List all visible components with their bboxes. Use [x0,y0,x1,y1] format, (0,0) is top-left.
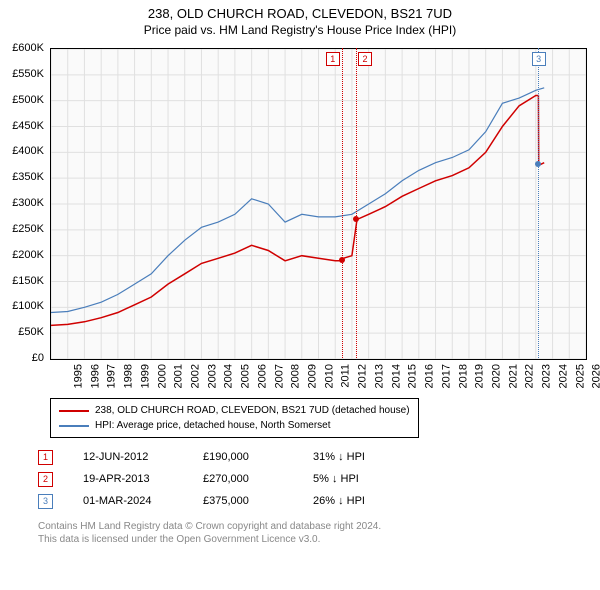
xtick-label: 2014 [390,364,402,388]
sale-row: 3 01-MAR-2024£375,00026% ↓ HPI [38,490,403,512]
xtick-label: 2002 [190,364,202,388]
ytick-label: £600K [0,42,44,54]
xtick-label: 2001 [173,364,185,388]
marker-point [339,257,345,263]
legend-row: HPI: Average price, detached house, Nort… [59,418,410,433]
xtick-label: 2003 [206,364,218,388]
xtick-label: 2013 [373,364,385,388]
legend-swatch [59,425,89,427]
marker-vline [538,48,539,358]
xtick-label: 2024 [557,364,569,388]
xtick-label: 1996 [89,364,101,388]
marker-point [535,161,541,167]
xtick-label: 2022 [524,364,536,388]
marker-vline [356,48,357,358]
series-lines [51,49,586,359]
ytick-label: £0 [0,352,44,364]
xtick-label: 2020 [490,364,502,388]
marker-point [353,216,359,222]
marker-box: 2 [358,52,372,66]
plot-area [50,48,587,360]
footer-line-2: This data is licensed under the Open Gov… [38,533,381,546]
xtick-label: 2012 [357,364,369,388]
ytick-label: £500K [0,94,44,106]
ytick-label: £250K [0,223,44,235]
xtick-label: 2023 [541,364,553,388]
xtick-label: 2006 [256,364,268,388]
legend-label: 238, OLD CHURCH ROAD, CLEVEDON, BS21 7UD… [95,403,410,418]
sale-diff: 5% ↓ HPI [313,473,403,485]
sale-index-box: 2 [38,472,53,487]
sale-diff: 31% ↓ HPI [313,451,403,463]
ytick-label: £100K [0,300,44,312]
sale-price: £270,000 [203,473,313,485]
xtick-label: 2015 [407,364,419,388]
xtick-label: 2009 [307,364,319,388]
xtick-label: 2019 [474,364,486,388]
sale-index-box: 1 [38,450,53,465]
ytick-label: £150K [0,275,44,287]
chart-container: 238, OLD CHURCH ROAD, CLEVEDON, BS21 7UD… [0,0,600,590]
xtick-label: 1999 [139,364,151,388]
xtick-label: 2026 [591,364,600,388]
sale-date: 01-MAR-2024 [83,495,203,507]
xtick-label: 2008 [290,364,302,388]
xtick-label: 2010 [323,364,335,388]
legend-swatch [59,410,89,412]
sale-date: 19-APR-2013 [83,473,203,485]
sale-date: 12-JUN-2012 [83,451,203,463]
ytick-label: £50K [0,326,44,338]
ytick-label: £550K [0,68,44,80]
legend-label: HPI: Average price, detached house, Nort… [95,418,331,433]
chart-title: 238, OLD CHURCH ROAD, CLEVEDON, BS21 7UD [0,0,600,23]
sale-row: 1 12-JUN-2012£190,00031% ↓ HPI [38,446,403,468]
sale-price: £190,000 [203,451,313,463]
xtick-label: 2025 [574,364,586,388]
xtick-label: 2016 [424,364,436,388]
footer-attribution: Contains HM Land Registry data © Crown c… [38,520,381,546]
xtick-label: 2018 [457,364,469,388]
xtick-label: 2005 [240,364,252,388]
xtick-label: 2000 [156,364,168,388]
sale-price: £375,000 [203,495,313,507]
sales-table: 1 12-JUN-2012£190,00031% ↓ HPI 2 19-APR-201… [38,446,403,512]
marker-box: 3 [532,52,546,66]
chart-subtitle: Price paid vs. HM Land Registry's House … [0,23,600,41]
marker-box: 1 [326,52,340,66]
xtick-label: 2004 [223,364,235,388]
xtick-label: 1997 [106,364,118,388]
footer-line-1: Contains HM Land Registry data © Crown c… [38,520,381,533]
xtick-label: 1995 [72,364,84,388]
xtick-label: 2011 [339,364,351,388]
xtick-label: 2017 [440,364,452,388]
ytick-label: £350K [0,171,44,183]
sale-diff: 26% ↓ HPI [313,495,403,507]
ytick-label: £200K [0,249,44,261]
legend-row: 238, OLD CHURCH ROAD, CLEVEDON, BS21 7UD… [59,403,410,418]
ytick-label: £300K [0,197,44,209]
sale-row: 2 19-APR-2013£270,0005% ↓ HPI [38,468,403,490]
legend: 238, OLD CHURCH ROAD, CLEVEDON, BS21 7UD… [50,398,419,438]
xtick-label: 2021 [507,364,519,388]
sale-index-box: 3 [38,494,53,509]
xtick-label: 2007 [273,364,285,388]
marker-vline [342,48,343,358]
ytick-label: £400K [0,145,44,157]
xtick-label: 1998 [123,364,135,388]
ytick-label: £450K [0,120,44,132]
